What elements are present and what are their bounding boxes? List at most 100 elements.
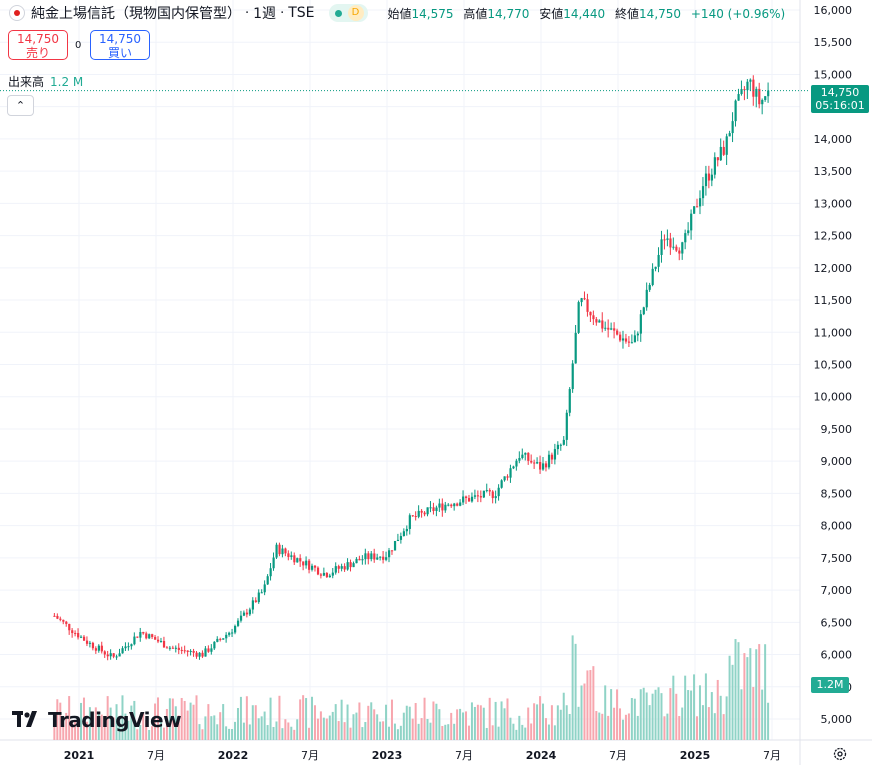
candle-body (145, 633, 148, 639)
candle-body (157, 639, 160, 642)
price-tick-label: 15,000 (814, 68, 853, 81)
candle-body (53, 615, 56, 617)
candle-body (130, 644, 133, 647)
candle-body (388, 550, 391, 558)
volume-bar (299, 699, 302, 740)
candle-body (219, 638, 222, 640)
market-status-pill[interactable]: D (328, 4, 368, 22)
buy-button[interactable]: 14,750 買い (90, 30, 150, 60)
candle-body (621, 338, 625, 341)
volume-bar (373, 709, 376, 740)
symbol-title[interactable]: 純金上場信託（現物国内保管型） (31, 6, 241, 22)
candle-body (444, 504, 447, 511)
volume-bar (701, 705, 704, 740)
candle-body (263, 584, 266, 593)
bar-countdown: 05:16:01 (815, 99, 865, 112)
price-tick-label: 11,500 (814, 294, 853, 307)
volume-bar (370, 702, 373, 740)
candle-body (231, 632, 234, 634)
candle-body (713, 157, 716, 175)
time-tick-label: 2023 (372, 749, 403, 762)
volume-bar (118, 717, 121, 740)
candle-body (722, 146, 725, 155)
volume-bar (713, 713, 716, 740)
candle-body (565, 412, 568, 440)
volume-bar (180, 697, 183, 740)
volume-bar (621, 719, 624, 740)
candle-body (358, 558, 361, 561)
price-tick-label: 14,000 (814, 133, 853, 146)
interval-label[interactable]: 1週 (253, 6, 277, 22)
volume-bar (539, 696, 542, 740)
candle-body (343, 566, 346, 570)
candle-body (447, 504, 450, 506)
volume-bar (645, 692, 648, 740)
sell-button[interactable]: 14,750 売り (8, 30, 68, 60)
candle-body (470, 496, 474, 502)
candle-body (349, 562, 352, 568)
collapse-legend-button[interactable]: ⌃ (7, 95, 34, 116)
candle-body (580, 298, 583, 303)
candle-body (364, 553, 367, 560)
time-tick-label: 2021 (64, 749, 95, 762)
candle-body (542, 463, 545, 470)
volume-bar (746, 657, 749, 740)
candle-body (589, 311, 592, 316)
volume-bar (408, 706, 411, 740)
candle-body (630, 342, 634, 344)
candle-body (177, 647, 180, 650)
time-axis[interactable]: 2021 7月 2022 7月 2023 7月 2024 7月 2025 7月 (64, 749, 781, 762)
volume-bar (325, 718, 328, 740)
candle-body (491, 491, 494, 499)
candle-body (245, 612, 249, 615)
candle-body (328, 575, 331, 578)
volume-bar (417, 723, 420, 740)
last-price-value: 14,750 (820, 86, 860, 99)
volume-bar (749, 648, 752, 740)
volume-bar (319, 711, 322, 740)
candle-body (171, 647, 175, 649)
volume-bar (536, 704, 539, 740)
volume-bar (672, 675, 675, 740)
candle-body (476, 495, 480, 497)
candle-body (68, 623, 71, 631)
close-label: 終値 (615, 6, 640, 21)
volume-bar (500, 701, 503, 740)
gear-icon[interactable] (832, 746, 848, 762)
candle-body (684, 233, 687, 243)
volume-legend[interactable]: 出来高 1.2 M (8, 73, 83, 90)
candle-body (595, 319, 598, 323)
volume-bar (533, 703, 536, 740)
candle-body (151, 634, 154, 638)
sell-label: 売り (25, 46, 50, 60)
candle-body (553, 449, 557, 460)
volume-bar (755, 649, 758, 740)
candle-body (136, 636, 139, 638)
volume-bar (414, 703, 417, 740)
volume-bar (275, 721, 278, 740)
volume-bar (94, 707, 97, 740)
volume-bar (429, 722, 432, 740)
volume-bar (456, 709, 459, 740)
volume-bar (85, 721, 88, 740)
candle-body (660, 239, 663, 255)
tradingview-logo[interactable]: TradingView (12, 708, 182, 732)
candle-body (648, 284, 651, 290)
candle-body (174, 647, 177, 649)
price-tick-label: 8,000 (821, 520, 853, 533)
candle-body (616, 330, 619, 335)
volume-bar (687, 690, 690, 740)
volume-bar (121, 695, 124, 740)
candle-body (367, 553, 370, 560)
candle-body (248, 609, 252, 615)
japan-flag-icon (9, 5, 25, 21)
time-tick-label: 2025 (680, 749, 711, 762)
volume-bar (556, 705, 559, 740)
candle-body (737, 94, 740, 101)
volume-bar (731, 664, 734, 740)
candle-body (319, 574, 323, 576)
candle-body (239, 615, 243, 621)
volume-bar (613, 707, 616, 740)
candle-body (435, 507, 438, 512)
